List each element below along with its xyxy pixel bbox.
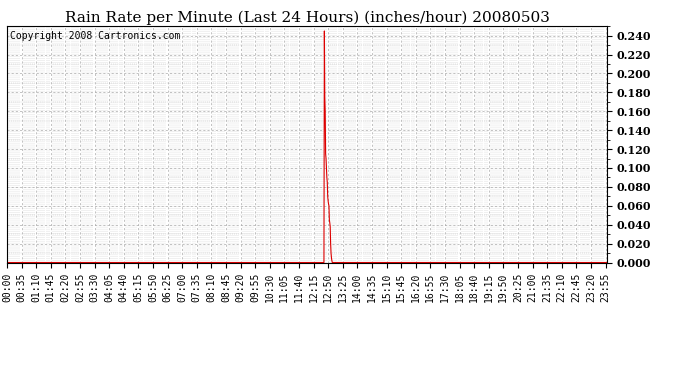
Title: Rain Rate per Minute (Last 24 Hours) (inches/hour) 20080503: Rain Rate per Minute (Last 24 Hours) (in… bbox=[65, 11, 549, 25]
Text: Copyright 2008 Cartronics.com: Copyright 2008 Cartronics.com bbox=[10, 31, 180, 41]
